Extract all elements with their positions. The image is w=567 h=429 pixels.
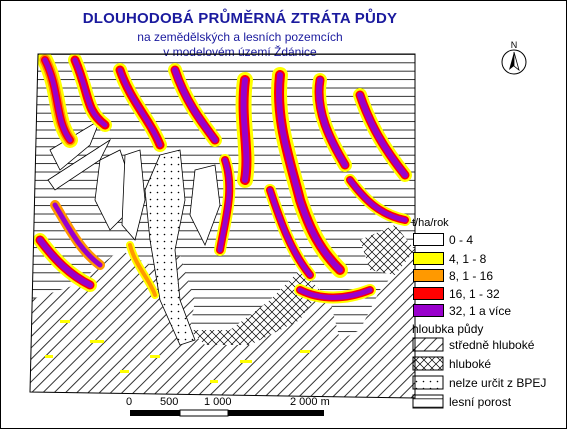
scale-tick-0: 0 (126, 396, 133, 408)
erosion-band-14 (294, 284, 376, 304)
legend-swatch-32-plus (413, 304, 444, 317)
map-area (30, 54, 415, 398)
legend-soil-medium: středně hluboké (449, 338, 535, 352)
scale-tick-500: 500 (160, 396, 179, 408)
legend-swatch-16-32 (413, 287, 444, 300)
legend-label-0-4: 0 - 4 (449, 233, 474, 247)
legend-soil-title: hloubka půdy (412, 322, 484, 336)
erosion-band-2 (68, 54, 112, 132)
erosion-band-9 (33, 233, 97, 292)
erosion-band-13 (344, 174, 411, 226)
legend-swatch-4-8 (413, 252, 444, 265)
legend-unit: t/ha/rok (412, 217, 449, 229)
scale-tick-1000: 1 000 (204, 396, 232, 408)
scale-tick-2000: 2 000 m (290, 396, 330, 408)
erosion-band-8 (353, 88, 412, 182)
erosion-band-6 (271, 67, 348, 278)
legend-soil-forest: lesní porost (449, 395, 512, 409)
map-subtitle-line1: na zemědělských a lesních pozemcích (137, 30, 343, 44)
map-title: DLOUHODOBÁ PRŮMĚRNÁ ZTRÁTA PŮDY (82, 10, 398, 27)
erosion-band-4 (168, 63, 222, 147)
erosion-band-7 (312, 73, 352, 172)
legend-swatch-8-16 (413, 269, 444, 282)
north-arrow-icon: N (501, 40, 527, 75)
soil-legend-swatches (412, 337, 444, 409)
legend-label-16-32: 16, 1 - 32 (449, 287, 500, 301)
legend-label-32-plus: 32, 1 a více (449, 304, 512, 318)
legend-label-8-16: 8, 1 - 16 (449, 269, 494, 283)
legend-soil-deep: hluboké (449, 357, 492, 371)
legend-label-4-8: 4, 1 - 8 (449, 252, 487, 266)
legend-swatch-0-4 (413, 233, 444, 246)
scale-bar (130, 409, 324, 417)
erosion-band-12 (264, 184, 316, 281)
legend-soil-undetermined: nelze určit z BPEJ (449, 376, 547, 390)
erosion-band-10 (50, 200, 105, 270)
erosion-band-15 (126, 241, 159, 299)
erosion-band-11 (214, 154, 236, 256)
erosion-band-1 (37, 54, 78, 148)
erosion-band-3 (113, 63, 167, 152)
svg-text:N: N (511, 40, 518, 50)
erosion-band-5 (235, 72, 255, 188)
low-erosion-speckles (45, 320, 310, 383)
